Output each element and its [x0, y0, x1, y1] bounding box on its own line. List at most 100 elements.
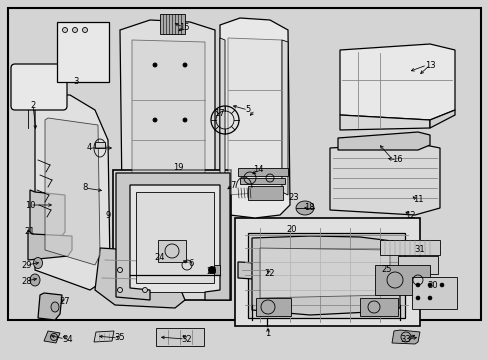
Polygon shape [339, 115, 429, 130]
Ellipse shape [153, 118, 157, 122]
Ellipse shape [117, 267, 122, 273]
Text: 26: 26 [206, 267, 217, 276]
Ellipse shape [439, 283, 443, 287]
Polygon shape [227, 38, 282, 195]
Bar [256, 298, 290, 316]
Ellipse shape [34, 257, 42, 269]
Bar [8, 8, 480, 320]
Ellipse shape [62, 27, 67, 32]
Bar [204, 265, 220, 275]
Polygon shape [120, 20, 215, 200]
FancyBboxPatch shape [11, 64, 67, 110]
Ellipse shape [183, 63, 186, 67]
Text: 35: 35 [115, 333, 125, 342]
Bar [120, 177, 224, 292]
Text: 30: 30 [427, 280, 437, 289]
Ellipse shape [142, 288, 147, 292]
Ellipse shape [117, 288, 122, 292]
Bar [247, 186, 283, 200]
Text: 32: 32 [182, 334, 192, 343]
Polygon shape [136, 192, 214, 283]
Bar [178, 256, 196, 274]
Polygon shape [220, 18, 289, 218]
Polygon shape [391, 330, 419, 344]
Text: 34: 34 [62, 334, 73, 343]
Text: 10: 10 [25, 201, 35, 210]
Text: 21: 21 [25, 228, 35, 237]
Polygon shape [247, 233, 404, 318]
Polygon shape [95, 248, 184, 308]
Text: 13: 13 [424, 60, 434, 69]
Bar [240, 178, 285, 184]
Bar [411, 277, 456, 309]
Polygon shape [28, 230, 72, 260]
Ellipse shape [30, 274, 40, 286]
Bar [359, 298, 397, 316]
Ellipse shape [82, 27, 87, 32]
Ellipse shape [72, 27, 77, 32]
Ellipse shape [162, 267, 167, 273]
Polygon shape [260, 248, 389, 298]
Ellipse shape [142, 267, 147, 273]
Bar [156, 328, 203, 346]
Bar [95, 142, 105, 148]
Text: 9: 9 [105, 211, 110, 220]
Text: 14: 14 [252, 166, 263, 175]
Polygon shape [45, 118, 100, 265]
Polygon shape [339, 44, 454, 120]
Bar [374, 265, 429, 295]
Ellipse shape [153, 63, 157, 67]
Text: 31: 31 [414, 246, 425, 255]
Text: 28: 28 [21, 276, 32, 285]
Polygon shape [94, 331, 114, 342]
Text: 4: 4 [86, 144, 91, 153]
Polygon shape [220, 38, 224, 195]
Ellipse shape [295, 201, 313, 215]
Polygon shape [429, 110, 454, 128]
Text: 3: 3 [73, 77, 79, 85]
Bar [57, 22, 109, 82]
Text: 15: 15 [179, 22, 189, 31]
Text: 6: 6 [188, 258, 193, 267]
Text: 7: 7 [230, 180, 235, 189]
Text: 12: 12 [404, 211, 414, 220]
Text: 5: 5 [245, 105, 250, 114]
Polygon shape [30, 190, 65, 240]
Text: 22: 22 [264, 270, 275, 279]
Bar [379, 240, 439, 255]
Polygon shape [44, 331, 60, 343]
Ellipse shape [427, 283, 431, 287]
Polygon shape [132, 40, 204, 182]
Polygon shape [116, 173, 229, 300]
Text: 23: 23 [288, 194, 299, 202]
Ellipse shape [51, 302, 59, 312]
Text: 24: 24 [154, 253, 165, 262]
Text: 11: 11 [412, 195, 423, 204]
Bar [235, 218, 419, 326]
Polygon shape [329, 143, 439, 215]
Text: 2: 2 [30, 100, 36, 109]
Text: 18: 18 [303, 203, 314, 212]
Ellipse shape [208, 266, 215, 274]
Text: 1: 1 [265, 329, 270, 338]
Text: 17: 17 [213, 108, 224, 117]
Text: 25: 25 [381, 266, 391, 274]
Text: 27: 27 [60, 297, 70, 306]
Polygon shape [238, 262, 269, 280]
Polygon shape [251, 236, 399, 315]
Polygon shape [38, 293, 62, 320]
Text: 19: 19 [172, 163, 183, 172]
Polygon shape [35, 95, 110, 290]
Bar [158, 240, 185, 262]
Polygon shape [337, 132, 429, 150]
Bar [397, 256, 437, 274]
Text: 16: 16 [391, 156, 402, 165]
Text: 33: 33 [400, 334, 410, 343]
Bar [238, 168, 287, 176]
Bar [160, 14, 184, 34]
Ellipse shape [415, 283, 419, 287]
Polygon shape [282, 40, 287, 195]
Bar [113, 170, 230, 300]
Ellipse shape [183, 118, 186, 122]
Ellipse shape [427, 296, 431, 300]
